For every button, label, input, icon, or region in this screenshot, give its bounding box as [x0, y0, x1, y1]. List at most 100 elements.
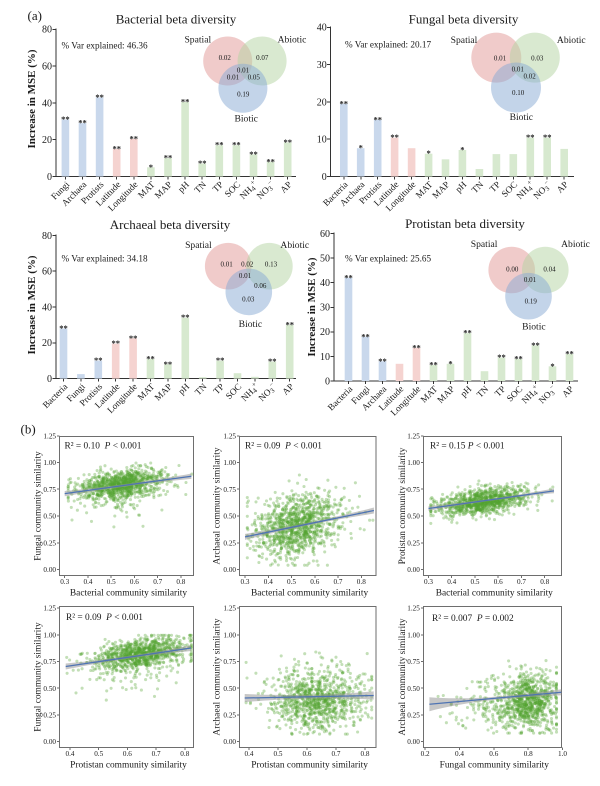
svg-text:Bacterial community similarity: Bacterial community similarity [251, 589, 368, 599]
svg-text:*: * [359, 143, 363, 153]
svg-text:**: ** [112, 143, 121, 153]
svg-text:0.4: 0.4 [66, 750, 75, 758]
svg-text:0.02: 0.02 [241, 260, 254, 268]
svg-text:1.25: 1.25 [223, 605, 236, 613]
svg-text:R² = 0.10 P < 0.001: R² = 0.10 P < 0.001 [65, 442, 142, 452]
svg-text:Increase in MSE (%): Increase in MSE (%) [26, 49, 38, 148]
svg-text:60: 60 [42, 267, 52, 278]
svg-text:**: ** [463, 328, 472, 338]
svg-text:**: ** [390, 132, 399, 142]
svg-text:30: 30 [317, 60, 327, 71]
svg-text:20: 20 [317, 97, 327, 108]
svg-text:0.3: 0.3 [424, 578, 433, 586]
svg-text:% Var explained: 34.18: % Var explained: 34.18 [62, 254, 148, 264]
svg-text:0.13: 0.13 [265, 260, 278, 268]
svg-text:Biotic: Biotic [234, 114, 257, 125]
svg-text:0.25: 0.25 [223, 712, 236, 720]
svg-text:Fungal beta diversity: Fungal beta diversity [409, 12, 519, 27]
svg-text:0.01: 0.01 [524, 276, 537, 284]
svg-text:20: 20 [42, 338, 52, 349]
svg-text:0: 0 [325, 376, 330, 387]
svg-text:Abiotic: Abiotic [278, 34, 307, 45]
svg-text:**: ** [514, 353, 523, 363]
svg-text:0.7: 0.7 [517, 578, 526, 586]
svg-text:R² = 0.09 P < 0.001: R² = 0.09 P < 0.001 [245, 442, 322, 452]
svg-text:0.4: 0.4 [264, 578, 273, 586]
svg-text:**: ** [146, 353, 155, 363]
svg-text:**: ** [373, 114, 382, 124]
svg-text:0.8: 0.8 [357, 578, 366, 586]
svg-text:0.01: 0.01 [512, 65, 525, 73]
svg-text:% Var explained: 46.36: % Var explained: 46.36 [62, 41, 148, 51]
svg-text:Bacterial beta diversity: Bacterial beta diversity [116, 12, 237, 27]
svg-text:0.6: 0.6 [494, 578, 503, 586]
svg-text:0.6: 0.6 [310, 578, 319, 586]
svg-text:Bacterial community similarity: Bacterial community similarity [70, 589, 187, 599]
svg-text:**: ** [164, 153, 173, 163]
svg-text:Abiotic: Abiotic [557, 35, 586, 46]
svg-text:0.01: 0.01 [239, 272, 252, 280]
svg-text:Abiotic: Abiotic [280, 240, 309, 251]
svg-text:Increase in MSE (%): Increase in MSE (%) [26, 255, 38, 354]
svg-text:**: ** [344, 272, 353, 282]
svg-text:1.00: 1.00 [407, 459, 420, 467]
svg-text:(b): (b) [21, 422, 36, 437]
svg-text:*: * [460, 145, 464, 155]
svg-text:30: 30 [320, 303, 330, 314]
svg-text:Biotic: Biotic [239, 319, 262, 330]
svg-text:0.7: 0.7 [334, 578, 343, 586]
svg-text:Spatial: Spatial [471, 239, 498, 250]
svg-text:0.25: 0.25 [43, 712, 56, 720]
svg-text:0.3: 0.3 [60, 578, 69, 586]
svg-text:0.02: 0.02 [219, 54, 232, 62]
svg-text:**: ** [526, 132, 535, 142]
svg-text:0.3: 0.3 [241, 578, 250, 586]
svg-text:20: 20 [320, 327, 330, 338]
svg-text:0.75: 0.75 [43, 486, 56, 494]
svg-text:**: ** [94, 355, 103, 365]
svg-text:**: ** [215, 140, 224, 150]
svg-text:0: 0 [47, 172, 52, 183]
svg-text:0.50: 0.50 [223, 685, 236, 693]
svg-text:**: ** [232, 140, 241, 150]
svg-text:**: ** [266, 156, 275, 166]
svg-text:**: ** [268, 356, 277, 366]
svg-text:0.00: 0.00 [223, 738, 236, 746]
svg-text:0.6: 0.6 [123, 750, 132, 758]
svg-text:1.25: 1.25 [43, 605, 56, 613]
svg-text:Fungal community similarity: Fungal community similarity [34, 622, 44, 732]
svg-text:0.7: 0.7 [332, 750, 341, 758]
svg-text:0.50: 0.50 [43, 513, 56, 521]
svg-text:0.4: 0.4 [84, 578, 93, 586]
svg-text:**: ** [283, 137, 292, 147]
svg-text:Archaeal community similarity: Archaeal community similarity [213, 447, 223, 564]
svg-text:40: 40 [42, 302, 52, 313]
svg-text:0.50: 0.50 [223, 513, 236, 521]
svg-text:**: ** [164, 359, 173, 369]
svg-text:**: ** [531, 340, 540, 350]
svg-text:1.25: 1.25 [407, 432, 420, 440]
svg-text:0.06: 0.06 [254, 282, 267, 290]
svg-text:0.00: 0.00 [43, 738, 56, 746]
svg-text:0.6: 0.6 [303, 750, 312, 758]
svg-text:Biotic: Biotic [522, 322, 545, 333]
svg-text:10: 10 [317, 135, 327, 146]
svg-text:**: ** [95, 92, 104, 102]
svg-text:0.04: 0.04 [543, 266, 556, 274]
svg-text:**: ** [198, 158, 207, 168]
svg-text:0.00: 0.00 [407, 566, 420, 574]
svg-text:0.8: 0.8 [180, 750, 189, 758]
svg-text:60: 60 [42, 62, 52, 73]
svg-text:Spatial: Spatial [185, 240, 212, 251]
svg-text:0.00: 0.00 [506, 266, 519, 274]
svg-text:**: ** [181, 97, 190, 107]
svg-text:0.7: 0.7 [152, 750, 161, 758]
svg-text:0.75: 0.75 [43, 658, 56, 666]
svg-text:(a): (a) [28, 8, 42, 23]
svg-text:0.8: 0.8 [361, 750, 370, 758]
svg-text:0: 0 [47, 374, 52, 385]
svg-text:0.25: 0.25 [407, 539, 420, 547]
svg-text:*: * [426, 148, 430, 158]
svg-text:Protistan community similarity: Protistan community similarity [398, 447, 408, 564]
svg-text:0.10: 0.10 [512, 89, 525, 97]
